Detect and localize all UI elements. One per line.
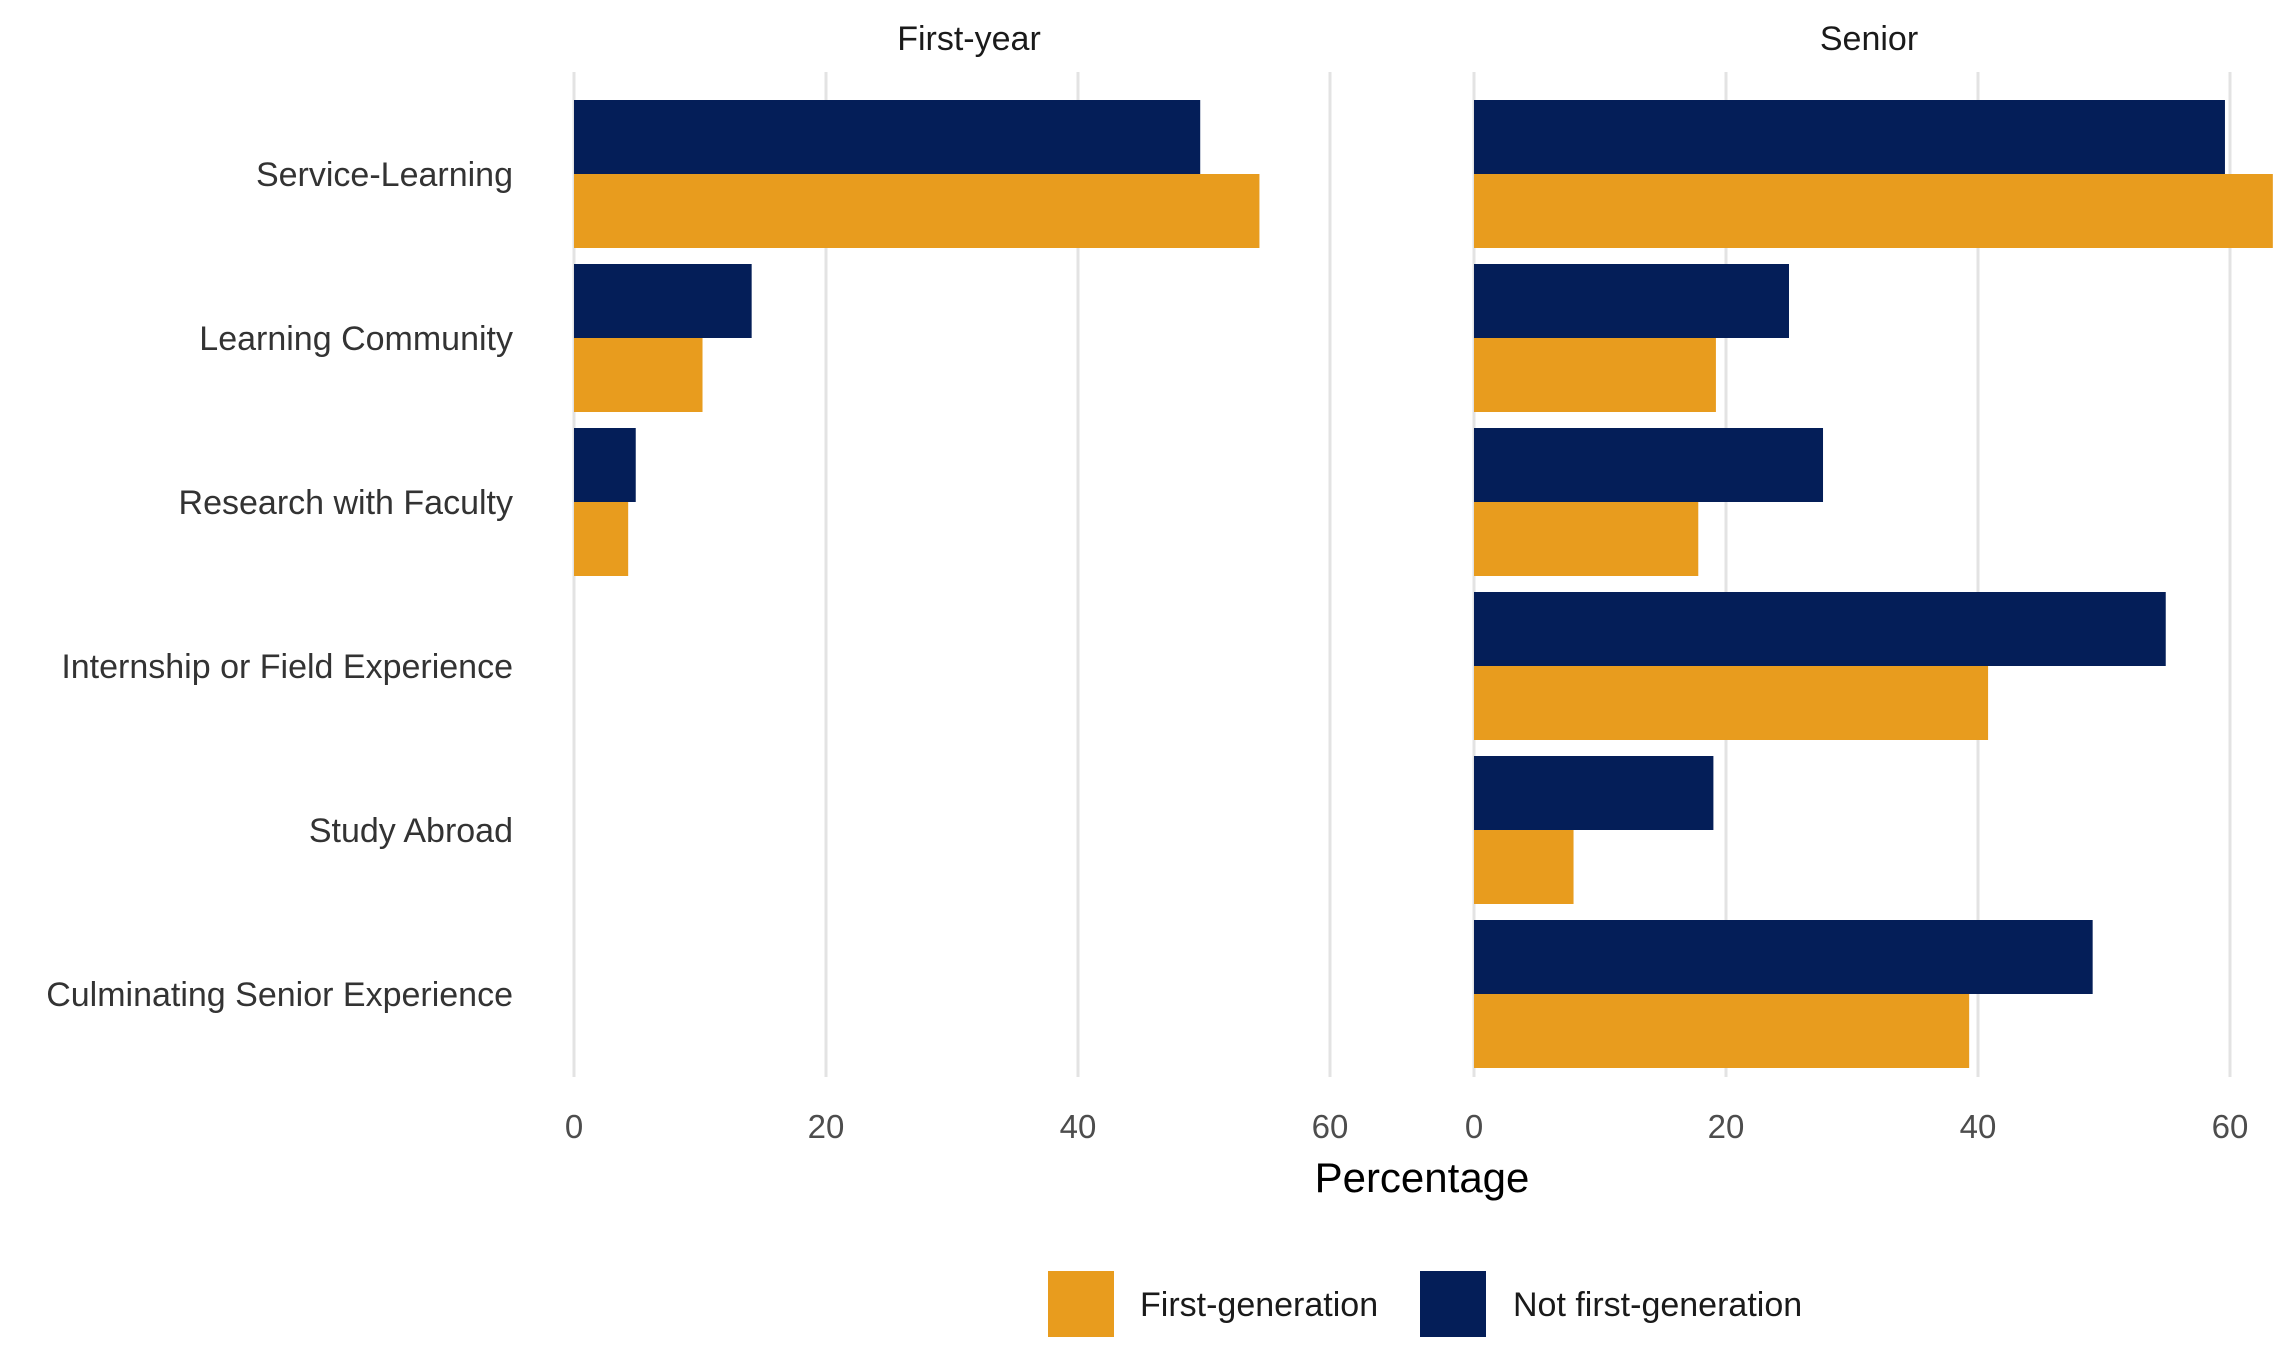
x-tick-label: 60 — [2212, 1108, 2249, 1145]
legend-label: Not first-generation — [1513, 1286, 1802, 1324]
panel-first-year: First-year 0 20 40 60 — [565, 20, 1349, 1145]
x-tick-label: 20 — [808, 1108, 845, 1145]
panel-title: First-year — [897, 20, 1041, 58]
x-tick-label: 40 — [1060, 1108, 1097, 1145]
bar — [1474, 174, 2273, 248]
bar — [574, 264, 752, 338]
bar — [1474, 264, 1789, 338]
bar — [1474, 666, 1989, 740]
x-tick-label: 0 — [1465, 1108, 1483, 1145]
bar — [1474, 592, 2166, 666]
bar — [1474, 428, 1824, 502]
category-label: Study Abroad — [309, 812, 513, 850]
category-label: Research with Faculty — [179, 484, 513, 522]
bar — [1474, 338, 1716, 412]
category-label: Learning Community — [199, 320, 513, 358]
panels: First-year 0 20 40 60 Senior 0 20 40 60 — [565, 20, 2273, 1145]
legend-swatch — [1420, 1271, 1486, 1337]
legend: First-generation Not first-generation — [1048, 1271, 1802, 1337]
legend-swatch — [1048, 1271, 1114, 1337]
bar — [574, 502, 629, 576]
x-tick-label: 0 — [565, 1108, 583, 1145]
x-tick-label: 20 — [1708, 1108, 1745, 1145]
x-axis-title: Percentage — [1315, 1154, 1530, 1201]
bar — [1474, 756, 1714, 830]
category-axis: Service-Learning Learning Community Resear… — [46, 156, 513, 1014]
bar — [1474, 502, 1699, 576]
bar — [574, 338, 703, 412]
bar — [1474, 994, 1970, 1068]
category-label: Internship or Field Experience — [61, 648, 513, 686]
legend-label: First-generation — [1140, 1286, 1378, 1324]
bar — [1474, 920, 2093, 994]
category-label: Service-Learning — [256, 156, 513, 194]
panel-title: Senior — [1820, 20, 1918, 58]
x-tick-label: 60 — [1312, 1108, 1349, 1145]
legend-item: First-generation — [1048, 1271, 1378, 1337]
category-label: Culminating Senior Experience — [46, 976, 513, 1014]
x-tick-label: 40 — [1960, 1108, 1997, 1145]
bar — [1474, 830, 1574, 904]
bar — [574, 174, 1260, 248]
bar — [1474, 100, 2225, 174]
bar — [574, 100, 1201, 174]
bar — [574, 428, 636, 502]
legend-item: Not first-generation — [1420, 1271, 1802, 1337]
panel-senior: Senior 0 20 40 60 — [1465, 20, 2273, 1145]
